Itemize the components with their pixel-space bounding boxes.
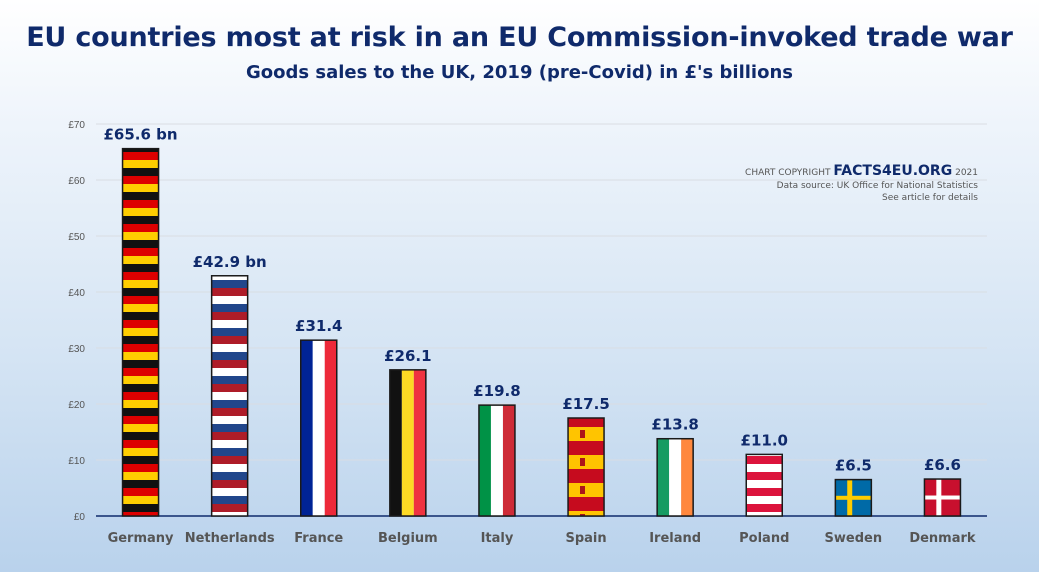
x-tick-label: Denmark: [909, 531, 976, 546]
bar-fill: [324, 340, 337, 516]
bar-fill: [746, 454, 783, 516]
bar-fill: [657, 438, 670, 516]
bar-fill: [502, 405, 515, 516]
bar-fill: [478, 405, 491, 516]
chart-title: EU countries most at risk in an EU Commi…: [26, 22, 1013, 53]
data-label: £42.9 bn: [193, 253, 267, 271]
x-tick-label: Netherlands: [185, 531, 275, 546]
data-label: £19.8: [473, 382, 520, 400]
y-tick-label: £20: [68, 400, 85, 411]
bar-fill: [401, 369, 414, 516]
credit-note: See article for details: [882, 193, 978, 203]
bar-fill: [211, 275, 248, 516]
y-tick-label: £30: [68, 344, 85, 355]
x-tick-label: France: [294, 531, 343, 546]
bar-fill: [300, 340, 313, 516]
data-label: £6.6: [924, 456, 961, 474]
bar-fill: [936, 479, 942, 516]
bar-outline: [745, 453, 783, 517]
y-tick-label: £10: [68, 456, 85, 467]
credit-source: Data source: UK Office for National Stat…: [776, 181, 978, 191]
data-label: £6.5: [835, 457, 872, 475]
bar-outline: [478, 404, 516, 517]
data-label: £13.8: [651, 416, 698, 434]
bar-ireland: [656, 437, 694, 517]
data-label: £26.1: [384, 347, 431, 365]
bar-outline: [210, 275, 249, 517]
bar-outline: [656, 437, 694, 517]
bar-germany: [121, 147, 160, 517]
bar-italy: [478, 404, 516, 517]
credit-prefix: CHART COPYRIGHT: [745, 168, 831, 178]
chart-credits: CHART COPYRIGHT FACTS4EU.ORG 2021 Data s…: [745, 163, 978, 203]
chart-subtitle: Goods sales to the UK, 2019 (pre-Covid) …: [245, 62, 793, 83]
bar-fill: [847, 479, 853, 516]
x-tick-label: Poland: [739, 531, 789, 546]
bar-outline: [567, 417, 605, 517]
x-tick-label: Sweden: [825, 531, 883, 546]
x-tick-label: Spain: [565, 531, 606, 546]
y-tick-label: £60: [68, 176, 85, 187]
x-tick-label: Ireland: [649, 531, 701, 546]
bar-outline: [834, 478, 873, 517]
bar-fill: [122, 148, 159, 516]
bar-fill: [835, 495, 872, 500]
bar-outline: [389, 369, 427, 517]
bar-fill: [413, 369, 426, 516]
x-tick-label: Belgium: [378, 531, 438, 546]
bar-denmark: [923, 478, 962, 517]
bar-fill: [312, 340, 325, 516]
bar-outline: [923, 478, 962, 517]
bar-fill: [568, 418, 605, 516]
data-label: £31.4: [295, 317, 342, 335]
credit-brand: FACTS4EU.ORG: [833, 163, 953, 179]
y-tick-label: £50: [68, 232, 85, 243]
y-tick-label: £40: [68, 288, 85, 299]
bar-netherlands: [210, 275, 249, 517]
bar-sweden: [834, 478, 873, 517]
x-tick-label: Italy: [481, 531, 514, 546]
bar-belgium: [389, 369, 427, 517]
bar-fill: [924, 495, 961, 500]
bar-fill: [681, 438, 694, 516]
bar-france: [300, 339, 338, 517]
data-label: £17.5: [562, 395, 609, 413]
bar-outline: [300, 339, 338, 517]
y-tick-label: £0: [74, 512, 86, 523]
bar-spain: [567, 417, 605, 517]
bar-fill: [490, 405, 503, 516]
x-tick-label: Germany: [108, 531, 174, 546]
data-label: £11.0: [741, 431, 788, 449]
bar-fill: [669, 438, 682, 516]
credit-year: 2021: [955, 168, 978, 178]
y-tick-label: £70: [68, 120, 85, 131]
bar-fill: [389, 369, 402, 516]
bar-poland: [745, 453, 783, 517]
bar-outline: [121, 147, 160, 517]
data-label: £65.6 bn: [104, 126, 178, 144]
